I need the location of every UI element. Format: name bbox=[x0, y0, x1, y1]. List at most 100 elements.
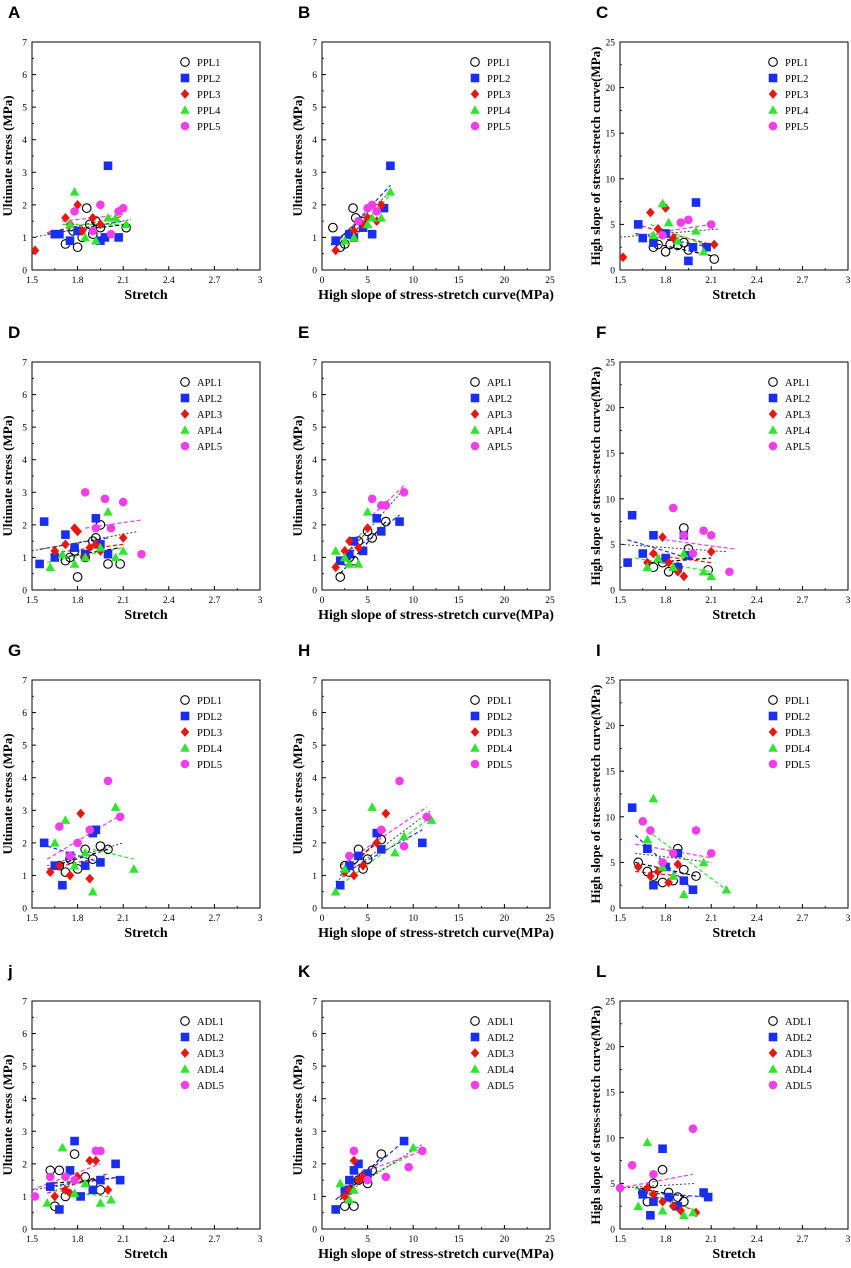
legend-marker bbox=[180, 441, 190, 451]
data-point bbox=[96, 236, 105, 245]
x-tick-label: 2.4 bbox=[163, 1235, 175, 1245]
trend-line-pdl4 bbox=[92, 848, 134, 860]
data-point bbox=[88, 212, 98, 223]
data-point bbox=[129, 864, 139, 873]
data-point bbox=[61, 530, 70, 539]
data-point bbox=[627, 510, 637, 520]
data-point bbox=[354, 1159, 363, 1169]
panel-label: C bbox=[596, 3, 608, 22]
y-tick-label: 0 bbox=[22, 267, 27, 277]
panel-label: L bbox=[596, 962, 606, 981]
y-tick-label: 7 bbox=[312, 359, 317, 369]
data-point bbox=[91, 1155, 101, 1166]
data-point bbox=[331, 1205, 340, 1214]
legend-label: PDL5 bbox=[785, 760, 810, 771]
data-point bbox=[381, 501, 391, 510]
data-point bbox=[673, 1201, 683, 1211]
series-apl2 bbox=[335, 514, 404, 565]
y-tick-label: 4 bbox=[22, 774, 27, 784]
y-axis-title: Ultimate stress (MPa) bbox=[290, 415, 305, 536]
legend-marker bbox=[768, 57, 778, 67]
series-ppl3 bbox=[618, 203, 719, 263]
series-adl2 bbox=[331, 1136, 409, 1214]
data-point bbox=[661, 862, 670, 872]
series-ppl2 bbox=[50, 161, 123, 245]
y-tick-label: 6 bbox=[22, 391, 27, 401]
data-point bbox=[328, 222, 338, 233]
y-tick-label: 4 bbox=[312, 136, 317, 146]
y-tick-label: 7 bbox=[312, 677, 317, 687]
y-tick-label: 1 bbox=[312, 554, 317, 564]
data-point bbox=[353, 559, 364, 568]
y-tick-label: 3 bbox=[22, 169, 27, 179]
legend-label: APL4 bbox=[785, 426, 811, 437]
data-point bbox=[76, 1192, 85, 1201]
x-tick-label: 5 bbox=[365, 1235, 370, 1245]
chart-panel-b: B 0 5 10 15 20 25 0 1 2 3 4 5 6 7 High slope of stress-… bbox=[290, 3, 555, 303]
y-tick-label: 4 bbox=[312, 456, 317, 466]
y-tick-label: 0 bbox=[312, 905, 317, 915]
data-point bbox=[55, 860, 64, 871]
data-point bbox=[103, 776, 113, 786]
chart-panel-k: K 0 5 10 15 20 25 0 1 2 3 4 5 6 7 High slope of stress-… bbox=[290, 962, 555, 1262]
data-point bbox=[65, 851, 75, 861]
series-pdl5 bbox=[55, 776, 125, 861]
y-tick-label: 2 bbox=[312, 201, 317, 211]
data-point bbox=[55, 822, 64, 831]
y-tick-label: 3 bbox=[312, 1128, 317, 1138]
trend-line-combined bbox=[32, 219, 131, 238]
y-axis-title: High slope of stress-stretch curve(MPa) bbox=[588, 684, 603, 903]
data-point bbox=[633, 1201, 644, 1210]
data-point bbox=[61, 539, 70, 550]
x-tick-label: 3 bbox=[258, 596, 263, 606]
legend-label: PPL4 bbox=[197, 106, 221, 117]
data-point bbox=[679, 1210, 689, 1220]
legend: APL1 APL2 APL3 APL4 APL5 bbox=[180, 377, 223, 453]
series-apl4 bbox=[330, 507, 373, 568]
y-tick-label: 25 bbox=[606, 998, 616, 1008]
data-point bbox=[349, 1201, 359, 1212]
legend-label: PPL3 bbox=[197, 90, 220, 101]
legend-marker bbox=[768, 1016, 778, 1026]
trend-line-combined bbox=[32, 1176, 124, 1191]
data-point bbox=[672, 1192, 683, 1202]
x-tick-label: 1.8 bbox=[72, 914, 84, 924]
data-point bbox=[649, 1197, 658, 1206]
data-point bbox=[691, 225, 701, 235]
series-adl5 bbox=[349, 1146, 427, 1185]
data-point bbox=[349, 536, 359, 546]
legend-label: ADL5 bbox=[197, 1081, 224, 1092]
data-point bbox=[103, 559, 113, 569]
y-tick-label: 4 bbox=[22, 456, 27, 466]
x-tick-label: 0 bbox=[320, 1235, 325, 1245]
chart-panel-f: F 1.5 1.8 2.1 2.4 2.7 3 0 5 10 15 20 25 Stretch High s… bbox=[588, 323, 851, 623]
y-tick-label: 20 bbox=[606, 84, 616, 94]
data-point bbox=[688, 242, 698, 252]
data-point bbox=[88, 226, 98, 236]
x-tick-label: 3 bbox=[846, 914, 851, 924]
y-tick-label: 7 bbox=[22, 39, 27, 49]
data-point bbox=[358, 546, 368, 556]
legend-label: PPL3 bbox=[785, 90, 808, 101]
data-point bbox=[688, 1124, 698, 1133]
y-tick-label: 1 bbox=[22, 1193, 27, 1203]
legend-label: ADL3 bbox=[487, 1049, 514, 1060]
y-tick-label: 7 bbox=[22, 359, 27, 369]
chart-panel-g: G 1.5 1.8 2.1 2.4 2.7 3 0 1 2 3 4 5 6 7 Stretch Ultimate… bbox=[0, 641, 263, 941]
y-tick-label: 0 bbox=[22, 587, 27, 597]
data-point bbox=[96, 858, 105, 867]
data-point bbox=[657, 198, 668, 208]
data-point bbox=[349, 1185, 359, 1194]
data-point bbox=[673, 859, 683, 870]
legend-label: APL5 bbox=[785, 442, 810, 453]
legend-label: APL2 bbox=[785, 394, 810, 405]
x-axis-title: High slope of stress-stretch curve(MPa) bbox=[318, 288, 554, 303]
data-point bbox=[111, 1159, 120, 1169]
data-point bbox=[349, 1166, 359, 1175]
data-point bbox=[73, 226, 82, 236]
data-point bbox=[418, 838, 427, 848]
legend-label: ADL5 bbox=[785, 1081, 812, 1092]
data-point bbox=[344, 559, 355, 568]
y-axis-title: Ultimate stress (MPa) bbox=[0, 95, 15, 216]
data-point bbox=[55, 229, 64, 239]
